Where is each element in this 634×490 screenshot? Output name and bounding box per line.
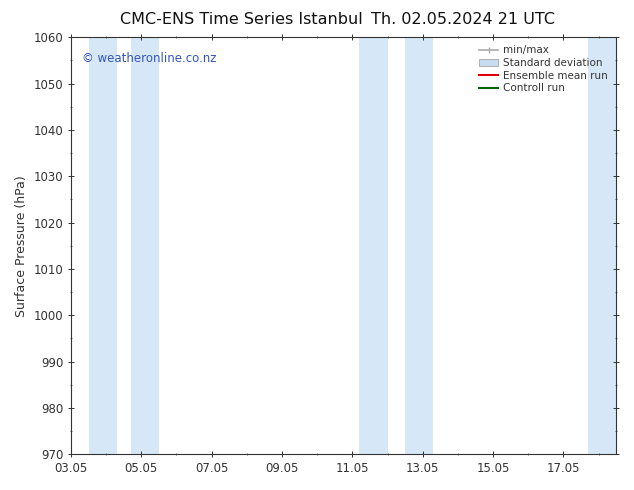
Bar [359, 37, 387, 454]
Bar [89, 37, 117, 454]
Y-axis label: Surface Pressure (hPa): Surface Pressure (hPa) [15, 175, 28, 317]
Bar [588, 37, 616, 454]
Text: © weatheronline.co.nz: © weatheronline.co.nz [82, 52, 216, 65]
Bar [131, 37, 159, 454]
Bar [405, 37, 433, 454]
Text: CMC-ENS Time Series Istanbul: CMC-ENS Time Series Istanbul [120, 12, 362, 27]
Legend: min/max, Standard deviation, Ensemble mean run, Controll run: min/max, Standard deviation, Ensemble me… [476, 42, 611, 97]
Text: Th. 02.05.2024 21 UTC: Th. 02.05.2024 21 UTC [371, 12, 555, 27]
